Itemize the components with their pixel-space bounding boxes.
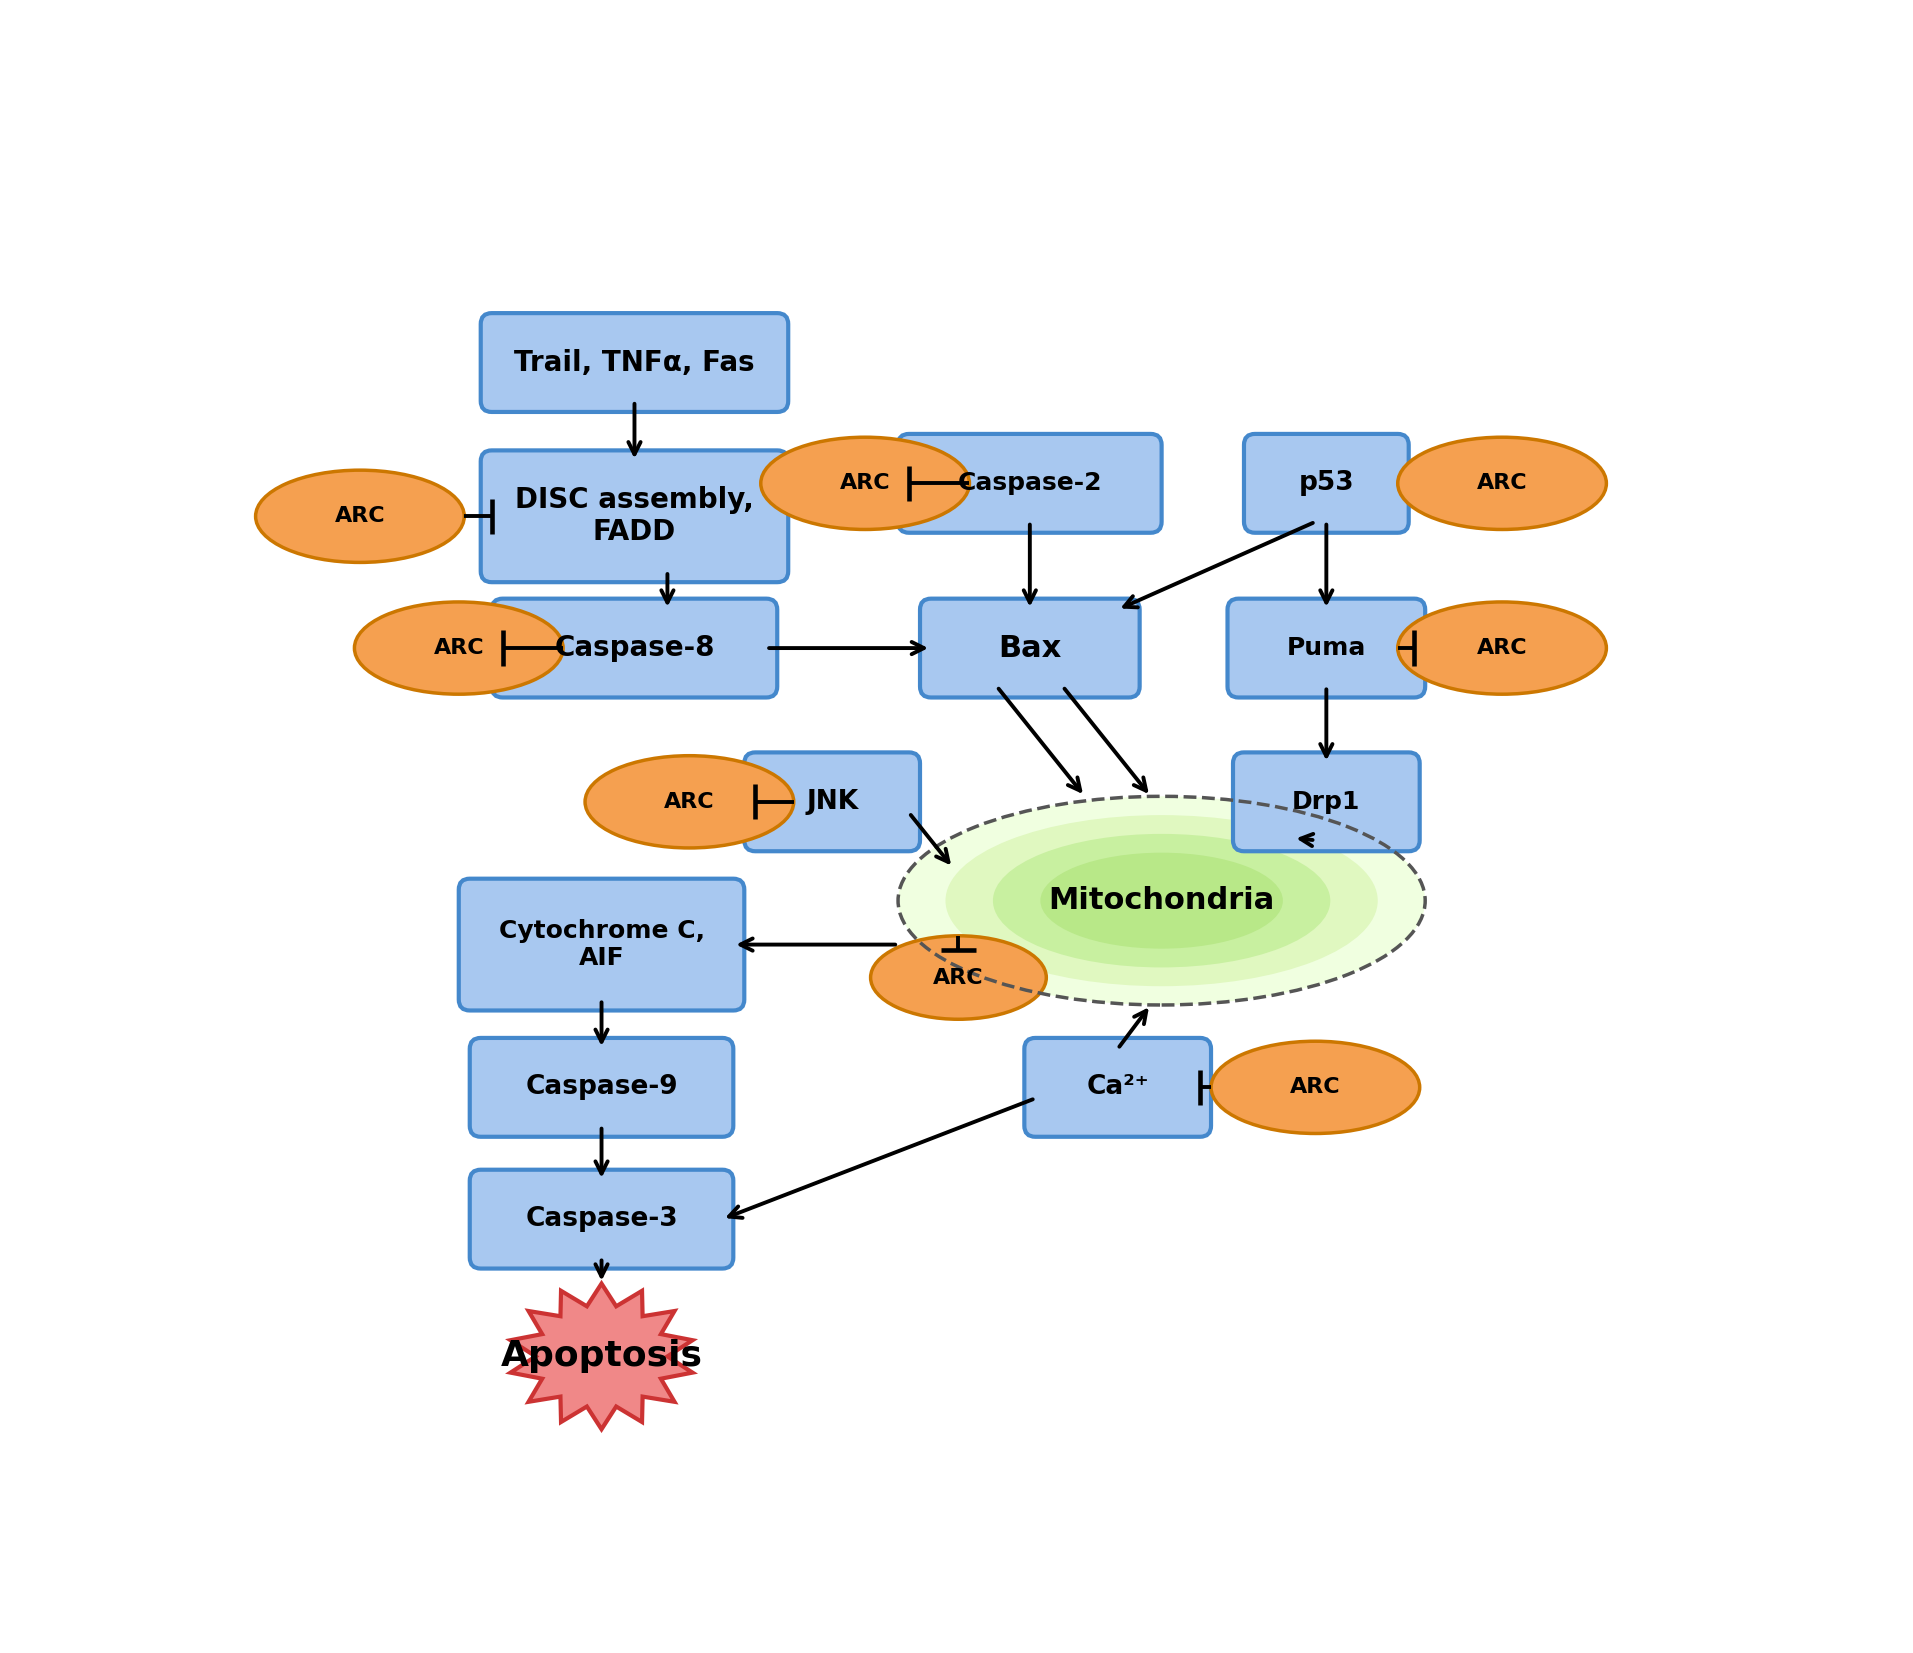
Text: ARC: ARC (1477, 638, 1527, 658)
Text: Cytochrome C,
AIF: Cytochrome C, AIF (499, 919, 704, 970)
Text: Ca²⁺: Ca²⁺ (1087, 1074, 1150, 1101)
FancyBboxPatch shape (897, 435, 1161, 532)
Text: p53: p53 (1299, 471, 1354, 496)
Text: Puma: Puma (1287, 636, 1366, 660)
Text: ARC: ARC (1477, 473, 1527, 493)
FancyBboxPatch shape (1234, 752, 1419, 851)
FancyBboxPatch shape (744, 752, 920, 851)
FancyBboxPatch shape (1243, 435, 1408, 532)
Text: DISC assembly,
FADD: DISC assembly, FADD (515, 486, 754, 547)
Ellipse shape (585, 755, 794, 848)
Text: Caspase-8: Caspase-8 (555, 635, 715, 663)
Text: Caspase-9: Caspase-9 (526, 1074, 677, 1101)
Text: Trail, TNFα, Fas: Trail, TNFα, Fas (515, 349, 756, 377)
Text: Caspase-3: Caspase-3 (526, 1207, 677, 1231)
FancyBboxPatch shape (1023, 1038, 1211, 1137)
FancyBboxPatch shape (480, 450, 788, 582)
Text: ARC: ARC (934, 967, 983, 987)
Text: Drp1: Drp1 (1291, 790, 1360, 813)
Ellipse shape (256, 469, 465, 562)
Ellipse shape (993, 833, 1330, 967)
Ellipse shape (354, 602, 562, 694)
Text: Caspase-2: Caspase-2 (958, 471, 1102, 496)
Ellipse shape (870, 936, 1046, 1020)
Text: ARC: ARC (840, 473, 890, 493)
FancyBboxPatch shape (480, 312, 788, 412)
FancyBboxPatch shape (920, 598, 1140, 698)
Text: Apoptosis: Apoptosis (501, 1339, 702, 1374)
Text: ARC: ARC (1289, 1078, 1341, 1098)
Text: Bax: Bax (999, 633, 1062, 663)
Ellipse shape (1398, 602, 1607, 694)
Ellipse shape (1211, 1041, 1419, 1134)
FancyBboxPatch shape (492, 598, 777, 698)
Ellipse shape (1398, 436, 1607, 529)
FancyBboxPatch shape (459, 879, 744, 1010)
Text: JNK: JNK (805, 788, 859, 815)
FancyBboxPatch shape (471, 1038, 733, 1137)
Text: ARC: ARC (664, 792, 715, 812)
FancyBboxPatch shape (1228, 598, 1425, 698)
Ellipse shape (945, 815, 1377, 987)
Ellipse shape (761, 436, 970, 529)
Ellipse shape (897, 797, 1425, 1005)
Text: Mitochondria: Mitochondria (1048, 886, 1274, 916)
Ellipse shape (1041, 853, 1284, 949)
Text: ARC: ARC (434, 638, 484, 658)
FancyBboxPatch shape (471, 1170, 733, 1268)
Polygon shape (511, 1284, 693, 1430)
Text: ARC: ARC (335, 506, 385, 526)
